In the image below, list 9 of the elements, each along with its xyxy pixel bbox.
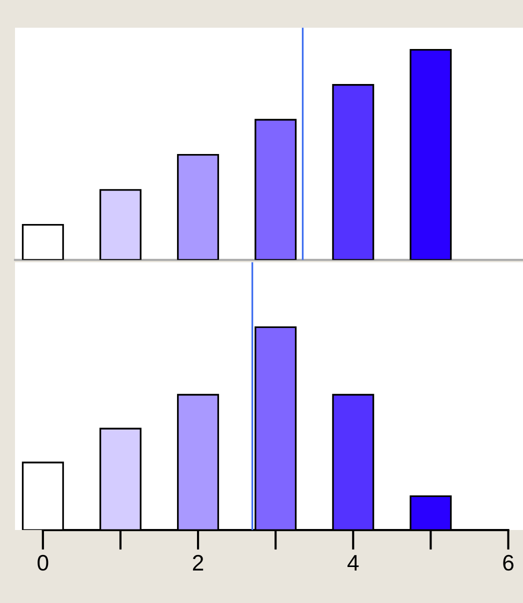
x-tick-label: 2: [192, 554, 204, 570]
bar: [254, 118, 297, 260]
x-tick-label: 0: [38, 554, 48, 571]
bar: [332, 84, 374, 260]
bar: [410, 48, 452, 260]
bar: [177, 154, 220, 260]
bar: [99, 189, 142, 260]
x-tick-label: 4: [347, 555, 359, 570]
x-tick-label: 6: [503, 554, 514, 571]
